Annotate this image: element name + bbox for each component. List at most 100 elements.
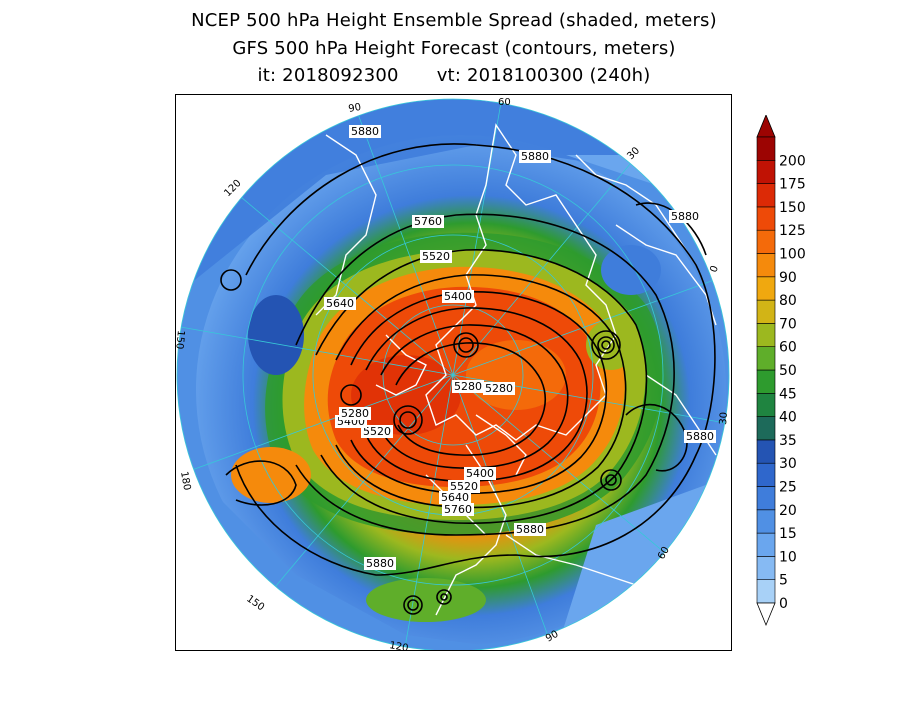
colorbar-box — [756, 323, 776, 347]
contour-label-bg — [684, 430, 716, 443]
map-frame: 5880 5880 5880 5880 5880 5880 5760 5760 5640 5640… — [175, 94, 732, 651]
contour-label: 5640 — [441, 491, 469, 504]
contour-label: 5520 — [422, 250, 450, 263]
colorbar-box — [756, 462, 776, 487]
colorbar-label: 45 — [779, 386, 797, 402]
meridian-line — [452, 103, 502, 376]
contour-label: 5880 — [351, 125, 379, 138]
colorbar-label: 90 — [779, 270, 797, 286]
colorbar-label: 175 — [779, 177, 806, 193]
contour-label: 5880 — [516, 523, 544, 536]
longitude-label: 30 — [718, 412, 730, 426]
contour-label-bg — [464, 467, 496, 480]
meridian-line — [452, 163, 631, 376]
colorbar-label: 10 — [779, 549, 797, 565]
longitude-label: 0 — [708, 264, 721, 274]
colorbar-min-arrow — [756, 602, 776, 627]
colorbar-label: 80 — [779, 293, 797, 309]
meridian-line — [241, 197, 454, 376]
longitude-label: 60 — [498, 97, 511, 108]
init-time: it: 2018092300 — [257, 65, 399, 86]
colorbar-box — [756, 159, 776, 184]
contour-label: 5280 — [485, 382, 513, 395]
contour-label: 5880 — [686, 430, 714, 443]
contour-label-bg — [442, 503, 474, 516]
colorbar-label: 5 — [779, 573, 788, 589]
time-info: it: 2018092300 vt: 2018100300 (240h) — [0, 65, 908, 86]
colorbar-box — [756, 509, 776, 534]
colorbar-box — [756, 532, 776, 557]
contour-label: 5880 — [521, 150, 549, 163]
contour-label-bg — [420, 250, 452, 263]
colorbar-box — [756, 579, 776, 604]
colorbar-label: 40 — [779, 410, 797, 426]
colorbar-box — [756, 276, 776, 301]
contour-label-bg — [519, 150, 551, 163]
colorbar-box — [756, 369, 776, 394]
chart-subtitle: GFS 500 hPa Height Forecast (contours, m… — [232, 38, 676, 59]
colorbar-label: 15 — [779, 526, 797, 542]
latitude-circle — [176, 98, 730, 650]
colorbar-box — [756, 392, 776, 417]
contour-label-bg — [439, 491, 471, 504]
contour-label: 5640 — [326, 297, 354, 310]
longitude-label: 90 — [348, 102, 362, 115]
colorbar-box — [756, 346, 776, 371]
contour-label: 5880 — [366, 557, 394, 570]
colorbar-box — [756, 206, 776, 231]
colorbar-label: 35 — [779, 433, 797, 449]
contour-label-bg — [339, 407, 371, 420]
contour-label-bg — [448, 480, 480, 493]
colorbar-label: 200 — [779, 153, 806, 169]
contour-labels: 5880588058805880588058805760576056405640… — [324, 125, 716, 570]
colorbar-box — [756, 253, 776, 278]
contour-label-bg — [412, 215, 444, 228]
contour-label-bg — [442, 290, 474, 303]
map-outer-mask — [176, 95, 731, 650]
meridian-line — [452, 280, 713, 376]
contour-label: 5880 — [671, 210, 699, 223]
longitude-label: 150 — [176, 330, 186, 350]
longitude-label: 180 — [178, 471, 192, 492]
colorbar-box — [756, 416, 776, 441]
contour-label: 5520 — [450, 480, 478, 493]
colorbar-box — [756, 556, 776, 580]
latitude-circle — [242, 164, 664, 586]
colorbar-max-arrow — [756, 115, 776, 138]
colorbar-label: 30 — [779, 456, 797, 472]
colorbar-box — [756, 299, 776, 324]
colorbar-label: 25 — [779, 480, 797, 496]
valid-time: vt: 2018100300 (240h) — [436, 65, 651, 86]
colorbar: 0 5 10 15 20 25 30 35 40 45 50 60 70 80 90 100 125 150 175… — [756, 115, 806, 627]
colorbar-label: 20 — [779, 503, 797, 519]
colorbar-label: 125 — [779, 223, 806, 239]
polar-stereographic-map: 5880588058805880588058805760576056405640… — [176, 95, 731, 651]
colorbar-label: 60 — [779, 340, 797, 356]
colorbar-box — [756, 229, 776, 254]
contour-label-bg — [483, 382, 515, 395]
latitude-circle — [382, 304, 524, 446]
meridian-line — [275, 374, 454, 587]
contour-label: 5400 — [444, 290, 472, 303]
colorbar-box — [756, 183, 776, 208]
contour-label-bg — [514, 523, 546, 536]
colorbar-boxes — [756, 115, 776, 627]
contour-label-bg — [669, 210, 701, 223]
colorbar-label: 0 — [779, 596, 788, 612]
chart-title: NCEP 500 hPa Height Ensemble Spread (sha… — [191, 10, 717, 31]
contour-label-bg — [349, 125, 381, 138]
meridian-line — [193, 374, 454, 470]
contour-label: 5760 — [444, 503, 472, 516]
contour-label-bg — [364, 557, 396, 570]
colorbar-box — [756, 136, 776, 161]
contour-label: 5280 — [454, 380, 482, 393]
longitude-label: 120 — [388, 640, 409, 651]
colorbar-box — [756, 486, 776, 511]
contour-label: 5400 — [466, 467, 494, 480]
colorbar-label: 50 — [779, 363, 797, 379]
contour-label: 5520 — [363, 425, 391, 438]
colorbar-label: 100 — [779, 247, 806, 263]
contour-label-bg — [452, 380, 484, 393]
colorbar-label: 150 — [779, 200, 806, 216]
